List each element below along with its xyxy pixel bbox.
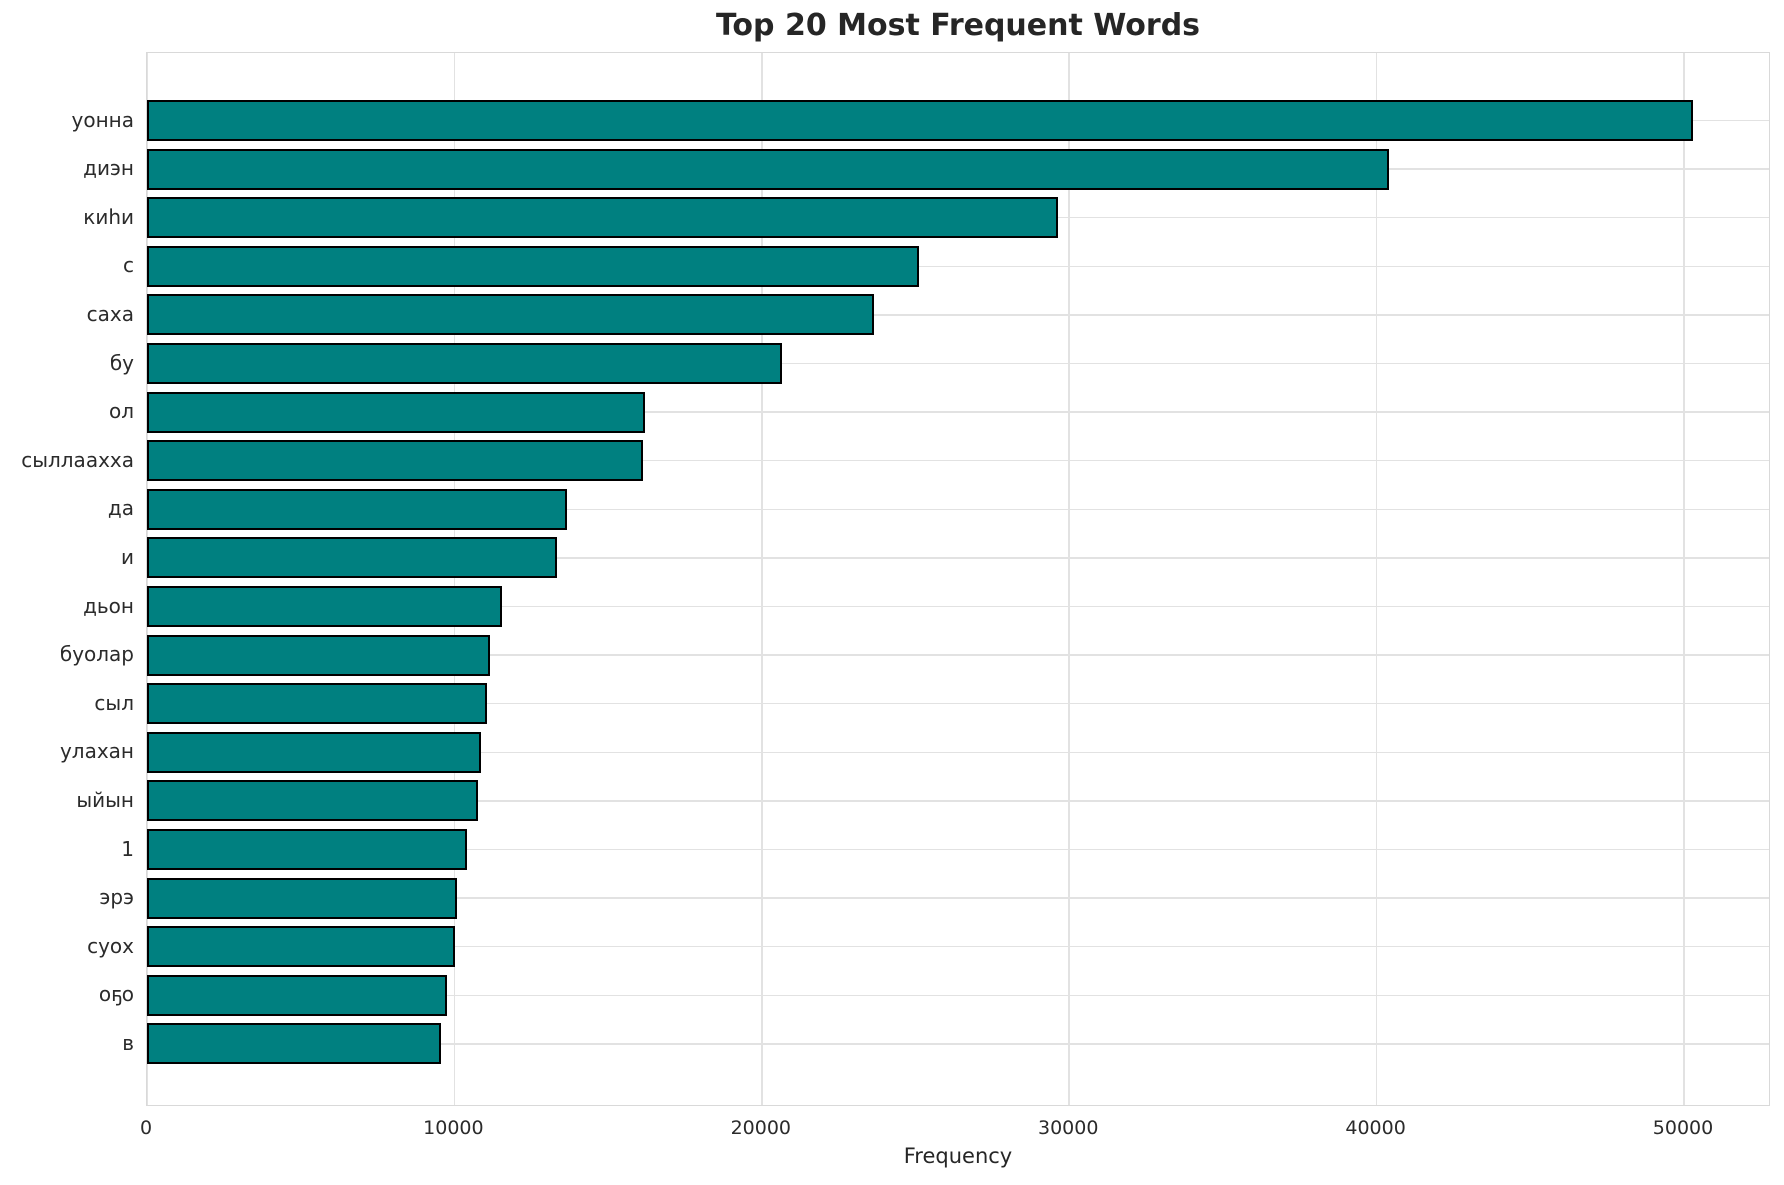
x-tick-label: 10000 (423, 1117, 484, 1139)
y-tick-label: суох (87, 933, 134, 958)
gridline-vertical (147, 53, 148, 1105)
x-tick-label: 0 (139, 1117, 153, 1139)
gridline-horizontal (147, 800, 1769, 802)
bar-диэн (147, 148, 1389, 190)
gridline-horizontal (147, 654, 1769, 656)
gridline-horizontal (147, 751, 1769, 754)
bar-ол (147, 391, 645, 433)
y-tick-label: уонна (71, 107, 134, 132)
x-tick-label: 30000 (1037, 1117, 1099, 1139)
x-tick-label: 50000 (1652, 1117, 1714, 1139)
x-tick-label: 40000 (1345, 1117, 1406, 1139)
gridline-horizontal (147, 994, 1769, 997)
y-tick-label: с (123, 253, 134, 278)
bar-ыйын (147, 780, 479, 822)
y-tick-label: дьон (83, 593, 134, 618)
y-tick-label: эрэ (99, 885, 134, 910)
y-tick-label: бу (109, 350, 134, 375)
bar-эрэ (147, 877, 458, 919)
bar-киһи (147, 197, 1059, 239)
bar-улахан (147, 731, 481, 773)
plot-area (146, 52, 1770, 1106)
gridline-horizontal (147, 557, 1769, 559)
y-tick-label: сыллаахха (21, 447, 134, 472)
gridline-horizontal (147, 702, 1769, 705)
bar-и (147, 537, 558, 579)
bar-суох (147, 926, 456, 968)
gridline-horizontal (147, 848, 1769, 851)
y-tick-label: 1 (121, 836, 134, 861)
y-tick-label: буолар (59, 642, 134, 667)
gridline-vertical (1068, 53, 1070, 1105)
y-tick-label: да (107, 496, 134, 521)
bar-да (147, 488, 567, 530)
bar-саха (147, 294, 874, 336)
gridline-vertical (453, 53, 456, 1105)
gridline-vertical (761, 53, 763, 1105)
y-tick-label: оҕо (98, 982, 134, 1007)
gridline-horizontal (147, 1043, 1769, 1045)
gridline-vertical (1375, 53, 1378, 1105)
bar-с (147, 245, 919, 287)
y-tick-label: саха (86, 301, 134, 326)
x-axis-label: Frequency (903, 1144, 1013, 1168)
y-tick-label: киһи (83, 204, 134, 229)
bar-бу (147, 343, 782, 384)
y-tick-label: ол (108, 399, 134, 424)
gridline-horizontal (147, 459, 1769, 462)
gridline-horizontal (147, 897, 1769, 899)
y-tick-label: улахан (59, 739, 134, 764)
chart-title: Top 20 Most Frequent Words (715, 8, 1201, 43)
y-tick-label: диэн (83, 156, 134, 181)
bar-оҕо (147, 974, 447, 1016)
y-tick-label: ыйын (76, 787, 134, 812)
gridline-horizontal (147, 605, 1769, 608)
bar-буолар (147, 634, 490, 676)
bar-сыллаахха (147, 440, 644, 482)
gridline-horizontal (147, 508, 1769, 511)
bar-дьон (147, 586, 503, 627)
bar-уонна (147, 100, 1694, 141)
bar-сыл (147, 683, 487, 725)
bar-1 (147, 829, 467, 870)
y-tick-label: сыл (94, 690, 134, 715)
gridline-horizontal (147, 314, 1769, 316)
bar-в (147, 1023, 441, 1065)
gridline-horizontal (147, 362, 1769, 365)
gridline-horizontal (147, 411, 1769, 413)
x-tick-label: 20000 (730, 1117, 792, 1139)
y-tick-label: в (122, 1030, 134, 1055)
gridline-horizontal (147, 265, 1769, 268)
gridline-vertical (1683, 53, 1685, 1105)
y-tick-label: и (121, 544, 134, 569)
gridline-horizontal (147, 945, 1769, 948)
